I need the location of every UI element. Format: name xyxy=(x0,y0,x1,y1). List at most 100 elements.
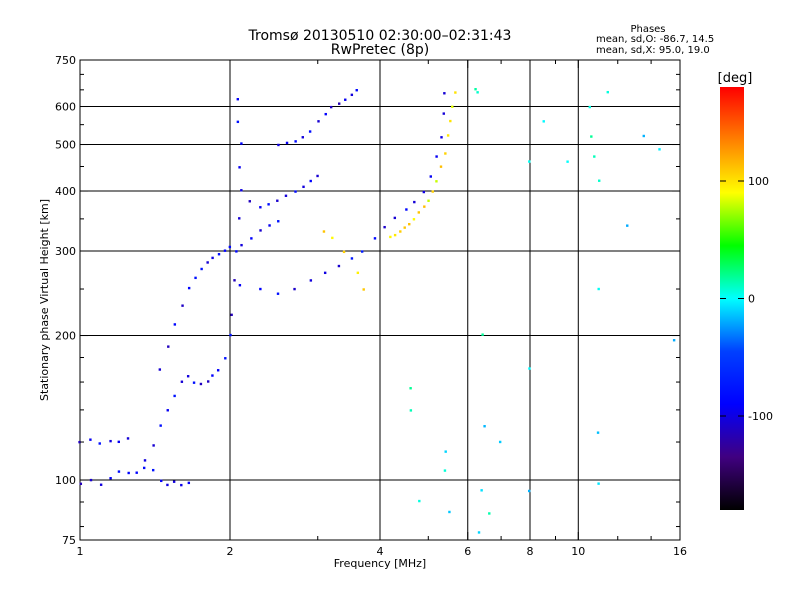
data-point xyxy=(373,237,377,240)
data-point xyxy=(277,220,280,223)
data-point xyxy=(302,185,305,189)
data-point xyxy=(259,287,262,291)
data-point xyxy=(488,512,491,515)
stats-line-o: mean, sd,O: -86.7, 14.5 xyxy=(596,34,714,45)
data-point xyxy=(449,119,452,123)
data-point xyxy=(642,134,645,138)
colorbar-tick-label: -100 xyxy=(748,410,773,423)
data-point xyxy=(528,367,531,370)
data-point xyxy=(98,442,101,445)
data-point xyxy=(403,226,406,229)
data-point xyxy=(322,230,326,233)
y-tick-label: 400 xyxy=(55,185,76,198)
y-tick-label: 75 xyxy=(62,534,76,547)
x-tick-label: 8 xyxy=(527,545,534,558)
data-point xyxy=(240,142,243,145)
data-point xyxy=(405,208,408,211)
x-tick-label: 16 xyxy=(673,545,687,558)
data-point xyxy=(431,190,434,193)
data-point xyxy=(293,287,296,291)
data-point xyxy=(383,225,386,229)
x-tick-label: 4 xyxy=(377,545,384,558)
data-point xyxy=(446,134,450,137)
series-4 xyxy=(248,89,358,209)
series-3 xyxy=(238,92,446,295)
data-point xyxy=(440,136,443,139)
y-tick-label: 300 xyxy=(55,245,76,258)
data-point xyxy=(238,166,241,169)
data-point xyxy=(109,439,112,443)
data-point xyxy=(480,489,483,492)
data-point xyxy=(408,222,411,226)
data-point xyxy=(236,98,240,101)
data-point xyxy=(527,489,531,493)
data-point xyxy=(427,199,430,202)
data-point xyxy=(324,112,327,116)
colorbar-ticks: 100 0 -100 xyxy=(720,175,773,423)
y-tick-label: 500 xyxy=(55,139,76,152)
data-point xyxy=(435,180,438,183)
data-point xyxy=(79,482,83,486)
data-point xyxy=(360,250,364,253)
data-point xyxy=(109,477,112,480)
y-axis-label: Stationary phase Virtual Height [km] xyxy=(38,199,51,401)
data-point xyxy=(429,175,432,178)
data-point xyxy=(418,499,421,503)
data-point xyxy=(590,135,593,138)
data-point xyxy=(284,194,288,197)
data-point xyxy=(240,189,243,192)
data-point xyxy=(498,440,502,444)
data-point xyxy=(229,333,232,337)
data-point xyxy=(211,256,214,260)
data-point xyxy=(596,431,600,434)
data-point xyxy=(308,130,312,133)
data-point xyxy=(117,440,120,444)
data-point xyxy=(166,409,169,412)
data-point xyxy=(186,375,190,378)
data-point xyxy=(135,471,138,474)
data-point xyxy=(294,190,297,193)
data-point xyxy=(606,90,609,94)
series-6 xyxy=(409,88,676,534)
data-point xyxy=(211,374,214,377)
data-point xyxy=(158,368,162,371)
y-tick-label: 600 xyxy=(55,101,76,114)
data-point xyxy=(442,112,445,115)
data-point xyxy=(399,230,402,233)
data-point xyxy=(89,438,92,441)
data-point xyxy=(443,469,447,472)
data-point xyxy=(267,203,270,206)
data-point xyxy=(172,480,176,483)
data-point xyxy=(444,152,447,155)
data-point xyxy=(187,481,191,485)
data-point xyxy=(393,216,397,220)
data-point xyxy=(285,141,289,145)
y-tick-label: 750 xyxy=(55,54,76,67)
x-tick-label: 1 xyxy=(77,545,84,558)
data-point xyxy=(476,91,479,94)
data-point xyxy=(316,174,319,178)
data-point xyxy=(160,479,163,483)
data-point xyxy=(417,211,421,214)
data-point xyxy=(151,468,155,472)
data-point xyxy=(626,224,629,227)
data-point xyxy=(142,466,146,470)
data-point xyxy=(344,98,347,101)
y-tick-label: 100 xyxy=(55,474,76,487)
data-point xyxy=(483,425,486,428)
colorbar-tick-label: 0 xyxy=(748,293,755,306)
data-point xyxy=(248,200,251,203)
data-point xyxy=(658,148,661,151)
data-point xyxy=(389,235,392,239)
data-point xyxy=(180,483,183,487)
data-point xyxy=(192,381,196,384)
data-point xyxy=(180,380,184,383)
data-point xyxy=(250,237,253,240)
data-point xyxy=(173,394,176,398)
data-point xyxy=(259,206,262,209)
data-point xyxy=(166,483,169,487)
data-point xyxy=(323,271,327,275)
data-point xyxy=(448,510,451,514)
data-point xyxy=(409,409,413,412)
data-point xyxy=(223,249,227,252)
